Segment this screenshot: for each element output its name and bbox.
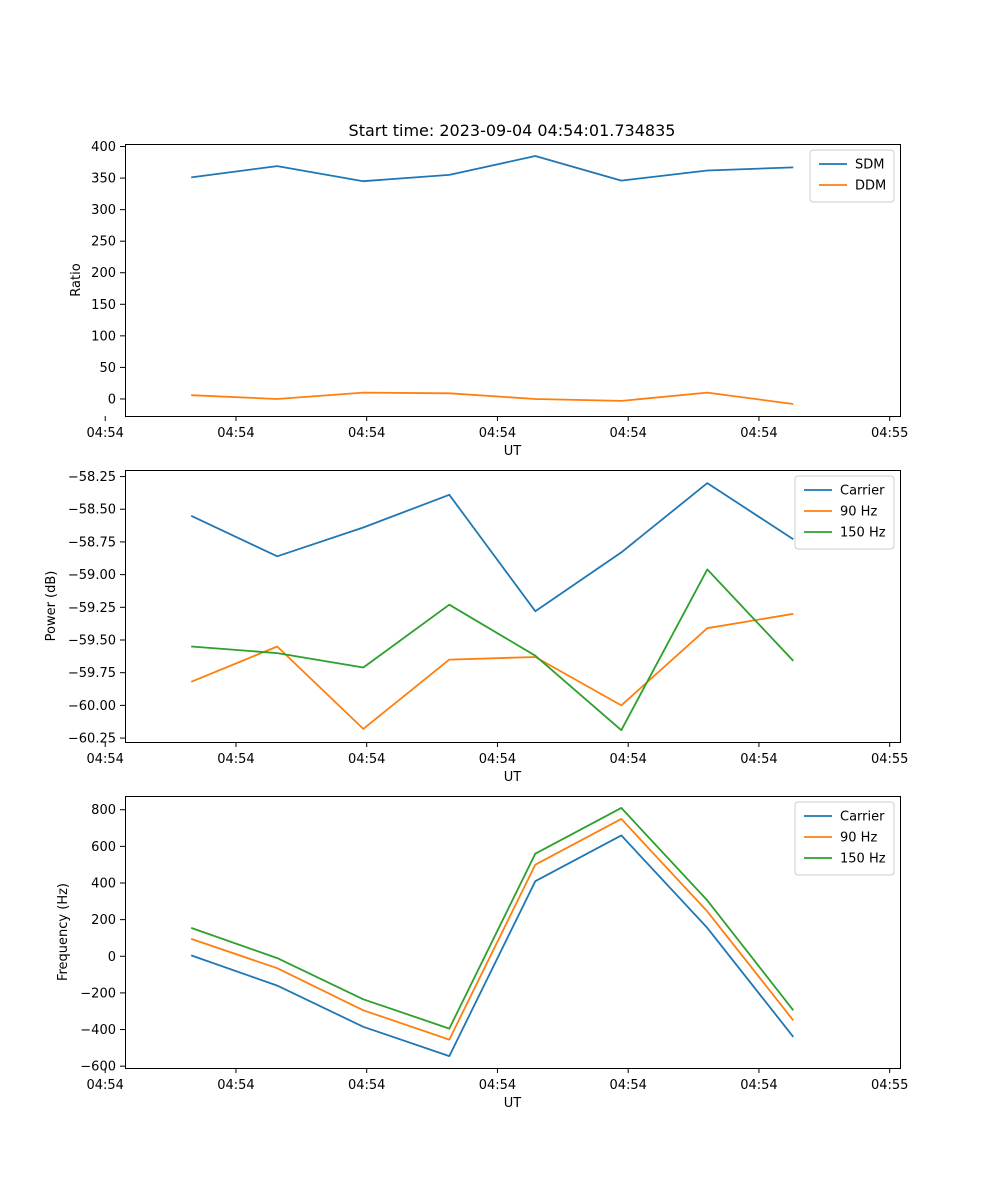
power-y-tick-label: −59.00 (68, 568, 116, 583)
power-x-tick-label: 04:54 (609, 752, 646, 767)
power-legend-item-150-hz: 150 Hz (804, 526, 886, 541)
ratio-legend-label-sdm: SDM (855, 158, 884, 173)
ratio-y-axis-label: Ratio (69, 263, 84, 296)
power-x-tick-label: 04:54 (348, 752, 385, 767)
frequency-x-tick-label: 04:55 (871, 1078, 908, 1093)
ratio-legend-item-ddm: DDM (819, 179, 886, 194)
ratio-x-tick-label: 04:54 (86, 426, 123, 441)
ratio-legend-label-ddm: DDM (855, 179, 886, 194)
frequency-axes-frame (125, 796, 901, 1069)
ratio-y-tick-label: 250 (91, 235, 116, 250)
frequency-panel: 04:54 04:54 04:54 04:54 04:54 04:54 04:55 −600 −… (56, 796, 908, 1111)
ratio-x-axis-label: UT (504, 444, 522, 459)
frequency-x-tick-label: 04:54 (86, 1078, 123, 1093)
power-legend: Carrier 90 Hz 150 Hz (794, 475, 895, 550)
frequency-y-tick-label: 800 (91, 803, 116, 818)
frequency-legend-item-150-hz: 150 Hz (804, 852, 886, 867)
power-y-tick-label: −59.25 (68, 601, 116, 616)
power-y-axis-label: Power (dB) (44, 571, 59, 642)
chart-title: Start time: 2023-09-04 04:54:01.734835 (349, 121, 676, 140)
ratio-x-tick-label: 04:54 (740, 426, 777, 441)
ratio-series-sdm-line (191, 155, 794, 183)
frequency-legend-item-90-hz: 90 Hz (804, 831, 877, 846)
frequency-x-tick-label: 04:54 (740, 1078, 777, 1093)
power-y-tick-label: −58.25 (68, 470, 116, 485)
frequency-series-90-hz-line (190, 818, 795, 1041)
frequency-legend-label-150-hz: 150 Hz (840, 852, 886, 867)
frequency-x-tick-label: 04:54 (348, 1078, 385, 1093)
ratio-x-tick-label: 04:54 (609, 426, 646, 441)
power-series-carrier-line (190, 482, 794, 613)
ratio-y-tick-label: 50 (99, 361, 116, 376)
power-y-tick-label: −59.50 (68, 634, 116, 649)
ratio-x-tick-label: 04:54 (479, 426, 516, 441)
frequency-legend: Carrier 90 Hz 150 Hz (794, 801, 895, 876)
power-x-axis-label: UT (504, 770, 522, 785)
power-y-tick-label: −58.75 (68, 535, 116, 550)
power-y-tick-label: −59.75 (68, 666, 116, 681)
frequency-y-tick-label: 200 (91, 913, 116, 928)
frequency-y-tick-label: 0 (108, 950, 116, 965)
frequency-legend-label-carrier: Carrier (840, 810, 885, 825)
ratio-y-tick-label: 400 (91, 140, 116, 155)
ratio-y-tick-label: 350 (91, 172, 116, 187)
power-legend-item-90-hz: 90 Hz (804, 505, 877, 520)
power-x-tick-label: 04:54 (740, 752, 777, 767)
frequency-x-tick-label: 04:54 (217, 1078, 254, 1093)
ratio-x-tick-label: 04:54 (348, 426, 385, 441)
power-axes-frame (125, 470, 901, 743)
ratio-y-tick-label: 150 (91, 298, 116, 313)
ratio-series-ddm-line (191, 391, 794, 405)
power-y-tick-label: −60.00 (68, 699, 116, 714)
ratio-y-tick-label: 100 (91, 329, 116, 344)
frequency-y-tick-label: −200 (80, 986, 116, 1001)
ratio-x-tick-label: 04:55 (871, 426, 908, 441)
ratio-legend-item-sdm: SDM (819, 158, 884, 173)
power-series-90-hz-line (190, 612, 794, 730)
frequency-y-tick-label: 600 (91, 840, 116, 855)
ratio-y-tick-label: 200 (91, 266, 116, 281)
ratio-panel: 04:54 04:54 04:54 04:54 04:54 04:54 04:55 0 50 10… (69, 140, 908, 459)
frequency-y-axis-label: Frequency (Hz) (56, 883, 71, 981)
frequency-y-tick-label: −600 (80, 1060, 116, 1075)
frequency-series-carrier-line (190, 834, 795, 1057)
frequency-legend-item-carrier: Carrier (804, 810, 885, 825)
power-x-tick-label: 04:55 (871, 752, 908, 767)
frequency-series-150-hz-line (190, 807, 795, 1030)
power-panel: 04:54 04:54 04:54 04:54 04:54 04:54 04:55 −58.2… (44, 470, 908, 785)
ratio-x-tick-label: 04:54 (217, 426, 254, 441)
power-y-tick-label: −60.25 (68, 732, 116, 747)
ratio-y-tick-label: 0 (108, 392, 116, 407)
power-y-tick-label: −58.50 (68, 503, 116, 518)
frequency-x-tick-label: 04:54 (479, 1078, 516, 1093)
power-legend-item-carrier: Carrier (804, 484, 885, 499)
power-series-150-hz-line (191, 568, 794, 732)
frequency-y-tick-label: 400 (91, 877, 116, 892)
frequency-x-tick-label: 04:54 (609, 1078, 646, 1093)
power-legend-label-carrier: Carrier (840, 484, 885, 499)
power-legend-label-150-hz: 150 Hz (840, 526, 886, 541)
power-legend-label-90-hz: 90 Hz (840, 505, 877, 520)
power-x-tick-label: 04:54 (86, 752, 123, 767)
power-x-tick-label: 04:54 (479, 752, 516, 767)
ratio-legend: SDM DDM (809, 149, 895, 203)
frequency-x-axis-label: UT (504, 1096, 522, 1111)
frequency-legend-label-90-hz: 90 Hz (840, 831, 877, 846)
power-x-tick-label: 04:54 (217, 752, 254, 767)
frequency-y-tick-label: −400 (80, 1023, 116, 1038)
ratio-axes-frame (125, 144, 901, 417)
ratio-y-tick-label: 300 (91, 203, 116, 218)
